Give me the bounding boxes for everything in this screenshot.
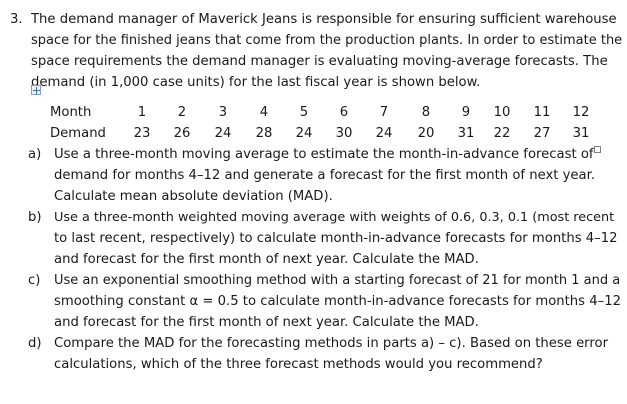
intro-line: demand (in 1,000 case units) for the las…	[31, 75, 481, 90]
table-cell-demand: 24	[214, 126, 232, 141]
part-line: to last recent, respectively) to calcula…	[54, 231, 618, 246]
question-number: 3.	[10, 12, 23, 27]
part-line: and forecast for the first month of next…	[54, 252, 479, 267]
table-cell-demand: 30	[335, 126, 353, 141]
table-move-handle-icon[interactable]	[31, 85, 41, 95]
table-cell-demand: 27	[533, 126, 551, 141]
table-cell-demand: 31	[572, 126, 590, 141]
table-cell-demand: 20	[417, 126, 435, 141]
part-line: demand for months 4–12 and generate a fo…	[54, 168, 596, 183]
table-cell-month: 5	[299, 105, 309, 120]
table-cell-month: 8	[421, 105, 431, 120]
intro-line: space for the finished jeans that come f…	[31, 33, 623, 48]
part-line: Calculate mean absolute deviation (MAD).	[54, 189, 333, 204]
table-cell-demand: 28	[255, 126, 273, 141]
table-cell-demand: 31	[457, 126, 475, 141]
part-line: Use a three-month weighted moving averag…	[54, 210, 615, 225]
part-label: d)	[28, 336, 42, 351]
part-line: calculations, which of the three forecas…	[54, 357, 543, 372]
table-row-header-month: Month	[50, 105, 92, 120]
table-cell-month: 2	[177, 105, 187, 120]
part-line: Use an exponential smoothing method with…	[54, 273, 621, 288]
table-cell-demand: 24	[375, 126, 393, 141]
table-cell-month: 3	[218, 105, 228, 120]
table-cell-month: 6	[339, 105, 349, 120]
part-line: Use a three-month moving average to esti…	[54, 147, 594, 162]
table-row-header-demand: Demand	[50, 126, 106, 141]
part-label: a)	[28, 147, 42, 162]
part-line: smoothing constant α = 0.5 to calculate …	[54, 294, 621, 309]
part-label: b)	[28, 210, 42, 225]
table-resize-handle[interactable]	[594, 146, 601, 153]
intro-line: The demand manager of Maverick Jeans is …	[31, 12, 617, 27]
part-line: Compare the MAD for the forecasting meth…	[54, 336, 608, 351]
table-cell-month: 9	[461, 105, 471, 120]
table-cell-demand: 24	[295, 126, 313, 141]
part-label: c)	[28, 273, 41, 288]
table-cell-demand: 23	[133, 126, 151, 141]
part-line: and forecast for the first month of next…	[54, 315, 479, 330]
table-cell-month: 10	[493, 105, 511, 120]
table-cell-demand: 26	[173, 126, 191, 141]
table-cell-month: 4	[259, 105, 269, 120]
intro-line: space requirements the demand manager is…	[31, 54, 608, 69]
table-cell-month: 1	[137, 105, 147, 120]
table-cell-month: 7	[379, 105, 389, 120]
table-cell-demand: 22	[493, 126, 511, 141]
table-cell-month: 11	[533, 105, 551, 120]
table-cell-month: 12	[572, 105, 590, 120]
